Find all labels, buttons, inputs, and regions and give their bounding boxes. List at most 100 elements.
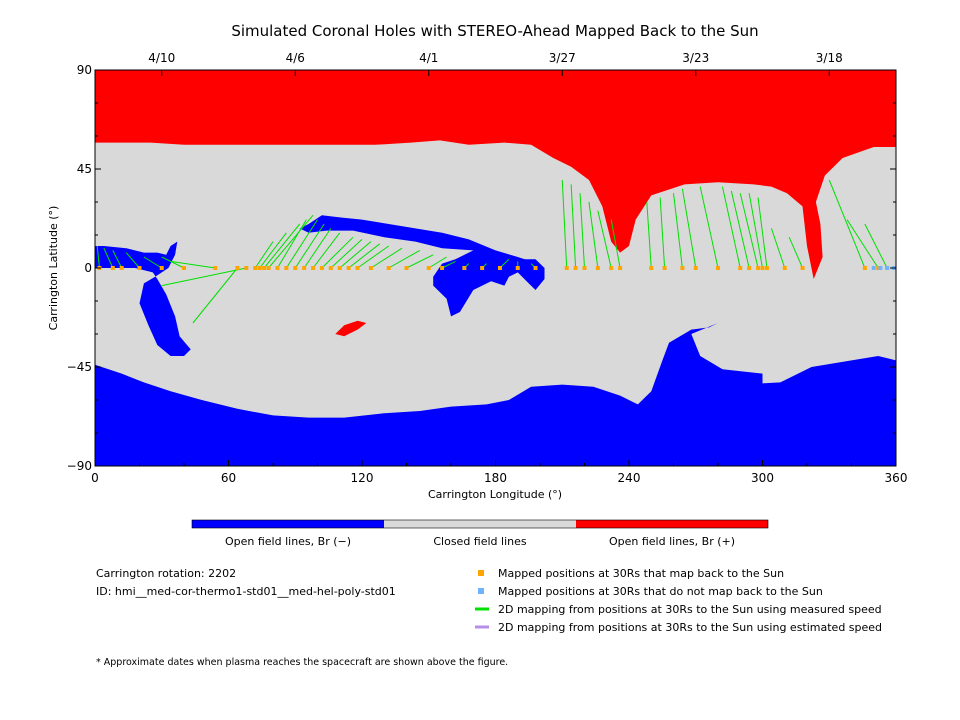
x-axis-label: Carrington Longitude (°) [428,488,562,501]
mapped-position-marker [182,266,186,270]
mapped-position-marker [716,266,720,270]
region-negative-open-band [299,215,545,317]
mapping-line [579,193,585,269]
mapped-position-marker [311,266,316,270]
mapping-line [357,245,389,269]
mapping-line [441,260,456,269]
mapping-line [770,228,786,269]
mapping-line [161,256,185,269]
mapping-line [370,247,403,269]
mapped-position-marker [302,266,307,270]
mapping-line [170,260,216,269]
mapping-line [96,245,100,269]
axis-tick-labels: 0 60 120 180 240 300 360 90 45 0 −45 −90 4/10 4/6 4/1 3… [67,51,908,485]
x-tick-label: 0 [91,471,99,485]
plot-area [94,69,897,467]
colorbar-label: Open field lines, Br (+) [609,535,735,548]
mapping-line [277,219,307,269]
mapped-position-marker [386,266,391,270]
mapped-position-marker [515,266,520,270]
date-tick-label: 4/6 [286,51,305,65]
x-tick-label: 60 [221,471,236,485]
date-tick-label: 3/18 [816,51,843,65]
mapped-position-marker [756,266,761,270]
mapping-line [570,184,577,269]
mapping-line [428,256,447,269]
legend-items: Mapped positions at 30Rs that map back t… [475,567,882,634]
mapping-line [125,252,140,269]
mapping-line [312,232,341,269]
mapped-position-marker [253,266,258,270]
chart-title: Simulated Coronal Holes with STEREO-Ahea… [231,22,758,40]
mapping-line [659,197,666,269]
unmapped-position-marker [878,266,883,270]
mapping-line [321,236,354,269]
mapped-position-marker [235,266,240,270]
legend: Carrington rotation: 2202 ID: hmi__med-c… [96,567,882,668]
mapped-position-marker [284,266,289,270]
mapped-position-marker [800,266,805,270]
mapped-position-marker [266,266,271,270]
mapping-line [103,247,114,269]
mapping-line [828,179,866,269]
mapped-position-marker [368,266,373,270]
y-tick-label: −90 [67,459,92,473]
date-tick-label: 3/23 [682,51,709,65]
region-positive-open [95,70,896,279]
mapping-line [646,201,652,269]
mapped-position-marker [159,266,164,270]
mapped-position-marker [533,266,538,270]
mapping-line [864,223,888,269]
mapped-position-marker [319,266,324,270]
mapping-line [730,190,750,269]
mapping-line [681,188,697,269]
unmapped-position-marker [871,266,876,270]
mapping-line [339,241,372,269]
mapped-position-marker [497,266,502,270]
mapped-position-marker [764,266,769,270]
mapped-position-marker [119,266,124,270]
legend-label: 2D mapping from positions at 30Rs to the… [498,603,882,616]
region-layer [95,70,896,466]
mapping-line [406,254,434,269]
mapped-position-marker [738,266,743,270]
mapped-position-marker [693,266,698,270]
position-markers [97,266,896,270]
mapping-line [388,249,421,269]
mapped-position-marker [480,266,485,270]
legend-swatch [478,570,484,576]
mapped-position-marker [582,266,587,270]
mapped-position-marker [609,266,614,270]
mapped-position-marker [662,266,667,270]
axis-ticks [94,69,897,467]
mapped-position-marker [564,266,569,270]
legend-swatch [478,588,484,594]
y-tick-label: 90 [77,63,92,77]
mapping-line [330,239,363,269]
mapping-line [254,241,274,269]
mapped-position-marker [346,266,351,270]
model-id-text: ID: hmi__med-cor-thermo1-std01__med-hel-… [96,585,396,598]
mapping-line [161,267,247,287]
mapping-line [112,250,123,269]
y-tick-label: −45 [67,360,92,374]
mapped-position-marker [782,266,787,270]
mapped-position-marker [337,266,342,270]
y-tick-label: 0 [84,261,92,275]
region-positive-open-patch [335,320,367,337]
carrington-rotation-text: Carrington rotation: 2202 [96,567,236,580]
mapped-position-marker [462,266,467,270]
mapped-position-marker [618,266,623,270]
mapping-line [610,219,621,269]
colorbar-segment [576,520,768,528]
unmapped-position-marker [885,266,890,270]
region-negative-open-north [95,241,191,356]
mapping-line [348,243,381,269]
mapped-position-marker [440,266,445,270]
mapping-line [268,214,314,269]
mapping-line [673,193,683,269]
mapped-position-marker [293,266,298,270]
mapped-position-marker [257,266,262,270]
mapped-position-marker [760,266,765,270]
